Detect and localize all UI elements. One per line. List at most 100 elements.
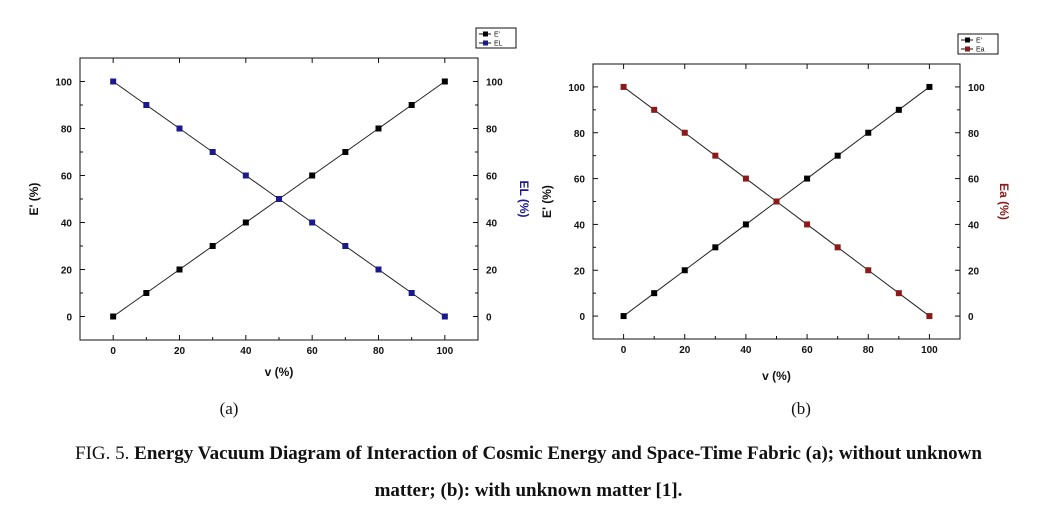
caption-prefix: FIG. 5. [75,443,135,464]
data-point-series-1 [176,266,183,273]
data-point-series-2 [143,102,150,108]
data-point-series-2 [242,172,249,179]
panel-label: (b) [791,399,811,418]
data-point-series-2 [110,78,117,85]
data-point-series-2 [742,175,749,182]
legend-entry-label: Ea [976,47,985,54]
legend-marker [483,40,488,46]
data-point-series-2 [773,198,780,205]
y-tick-label-left: 0 [579,312,585,323]
x-tick-label: 80 [863,345,875,356]
data-point-series-2 [342,243,349,249]
legend: E' Ea [957,33,999,55]
y-tick-label-left: 60 [574,175,586,186]
y-tick-label-right: 20 [486,266,498,277]
data-point-series-2 [276,196,282,202]
y-tick-label-left: 80 [574,129,586,140]
y-axis-title-left: E' (%) [27,183,41,216]
y-tick-label-left: 100 [568,83,585,94]
data-point-series-2 [375,266,382,273]
x-tick-label: 60 [307,346,319,357]
data-point-series-1 [309,172,316,179]
y-tick-label-right: 80 [968,129,980,140]
data-point-series-2 [865,267,872,274]
data-point-series-2 [712,152,719,159]
data-point-series-2 [309,219,316,226]
data-point-series-2 [441,313,448,320]
y-axis-title-right: EL (%) [517,180,531,217]
data-point-series-1 [408,102,415,108]
y-tick-label-right: 100 [968,83,985,94]
data-point-series-2 [620,83,627,90]
data-point-series-1 [441,78,448,85]
figure-caption-line-2: matter; (b): with unknown matter [1]. [0,480,1057,502]
legend-marker [483,31,488,37]
data-point-series-1 [834,152,841,159]
x-tick-label: 80 [373,346,385,357]
data-point-series-1 [620,313,627,320]
x-tick-label: 20 [679,345,691,356]
legend-entry-label: EL [494,41,503,48]
y-tick-label-left: 20 [61,266,73,277]
data-point-series-1 [865,129,872,136]
legend-marker [965,37,970,43]
x-tick-label: 40 [240,346,252,357]
y-tick-label-right: 20 [968,266,980,277]
x-tick-label: 60 [802,345,814,356]
y-tick-label-left: 40 [574,220,586,231]
panel-label: (a) [220,399,239,418]
y-tick-label-left: 0 [66,313,72,324]
y-tick-label-right: 0 [486,313,492,324]
figure-caption-line-1: FIG. 5. Energy Vacuum Diagram of Interac… [0,443,1057,465]
y-tick-label-right: 60 [968,175,980,186]
data-point-series-2 [804,221,811,228]
legend-entry-label: E' [976,38,982,45]
x-axis-title: v (%) [265,365,294,379]
data-point-series-2 [834,244,841,251]
data-point-series-2 [681,129,688,136]
y-tick-label-left: 60 [61,172,73,183]
y-axis-title-right: Ea (%) [997,183,1011,220]
data-point-series-1 [110,313,117,320]
data-point-series-2 [209,149,216,155]
y-tick-label-right: 60 [486,172,498,183]
data-point-series-1 [342,149,349,155]
y-axis-title-left: E' (%) [540,185,554,218]
data-point-series-2 [926,313,933,320]
y-tick-label-left: 100 [55,78,72,89]
data-point-series-2 [895,290,902,297]
chart-b: 0 20 40 60 80 100 0 0 20 20 40 40 60 60 80 80 100 100 v (%… [540,33,1011,418]
data-point-series-1 [742,221,749,228]
data-point-series-1 [143,290,150,296]
y-tick-label-right: 80 [486,125,498,136]
data-point-series-1 [375,125,382,132]
x-tick-label: 100 [921,345,938,356]
caption-title-line-1: Energy Vacuum Diagram of Interaction of … [134,443,982,464]
y-tick-label-right: 100 [486,78,503,89]
x-tick-label: 0 [110,346,116,357]
data-point-series-2 [651,106,658,113]
x-tick-label: 100 [436,346,453,357]
data-point-series-1 [681,267,688,274]
x-tick-label: 40 [740,345,752,356]
legend: E' EL [475,27,517,49]
caption-title-line-2: matter; (b): with unknown matter [1]. [374,480,683,501]
y-tick-label-right: 40 [486,219,498,230]
data-point-series-1 [804,175,811,182]
legend-entry-label: E' [494,32,500,39]
data-point-series-1 [926,83,933,90]
data-point-series-2 [176,125,183,132]
data-point-series-1 [895,106,902,113]
x-tick-label: 20 [174,346,186,357]
y-tick-label-left: 20 [574,266,586,277]
data-point-series-1 [712,244,719,251]
data-point-series-1 [209,243,216,249]
legend-marker [965,46,970,52]
data-point-series-1 [651,290,658,297]
y-tick-label-right: 40 [968,220,980,231]
y-tick-label-right: 0 [968,312,974,323]
data-point-series-1 [242,219,249,226]
chart-a: 0 20 40 60 80 100 0 0 20 20 40 40 60 60 80 80 100 100 v (%… [27,27,531,418]
x-axis-title: v (%) [762,369,791,383]
